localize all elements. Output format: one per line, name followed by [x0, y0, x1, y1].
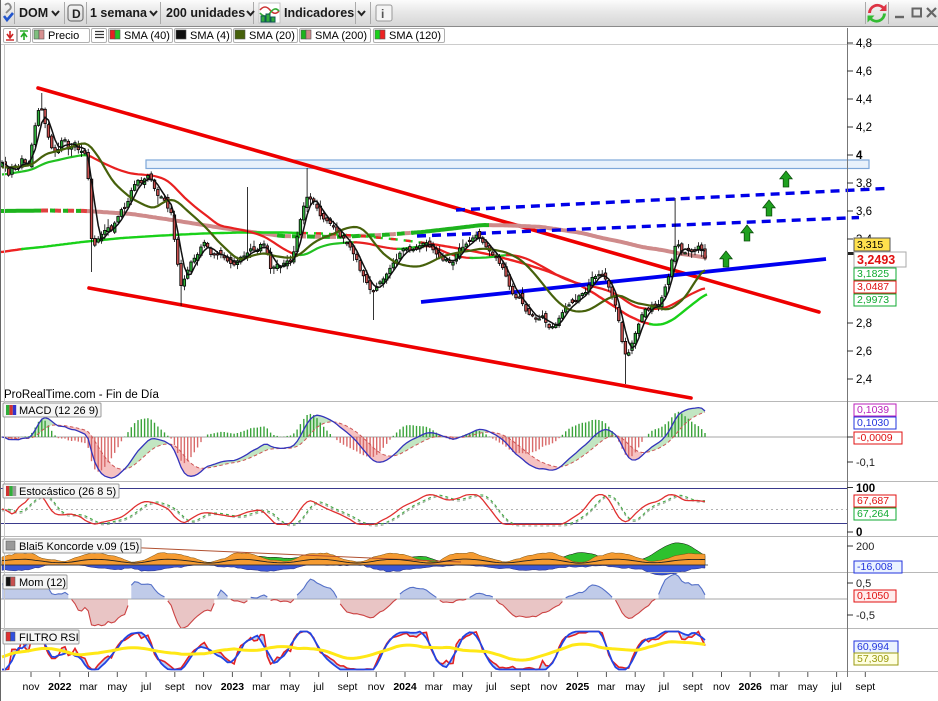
svg-text:3,8: 3,8	[856, 178, 872, 190]
svg-text:may: may	[798, 681, 819, 693]
svg-text:sept: sept	[683, 681, 703, 693]
svg-text:nov: nov	[23, 681, 41, 693]
svg-text:Mom (12): Mom (12)	[19, 577, 66, 589]
svg-text:may: may	[625, 681, 646, 693]
svg-text:57,309: 57,309	[857, 653, 889, 665]
svg-text:0,5: 0,5	[856, 578, 871, 590]
svg-text:mar: mar	[79, 681, 98, 693]
svg-text:2025: 2025	[566, 681, 590, 693]
svg-text:mar: mar	[770, 681, 789, 693]
svg-text:ProRealTime.com - Fin de Día: ProRealTime.com - Fin de Día	[4, 389, 159, 401]
svg-text:mar: mar	[252, 681, 271, 693]
svg-text:0,1050: 0,1050	[857, 590, 889, 602]
svg-text:-0,0009: -0,0009	[857, 432, 893, 444]
svg-text:mar: mar	[597, 681, 616, 693]
svg-text:67,264: 67,264	[857, 508, 889, 520]
svg-text:jul: jul	[140, 681, 152, 693]
svg-text:jul: jul	[658, 681, 670, 693]
svg-text:3,0487: 3,0487	[857, 281, 889, 293]
svg-text:nov: nov	[195, 681, 213, 693]
svg-text:0: 0	[856, 527, 862, 539]
svg-text:2022: 2022	[48, 681, 72, 693]
svg-text:-16,008: -16,008	[857, 561, 893, 573]
svg-text:60,994: 60,994	[857, 641, 889, 653]
svg-text:2,9973: 2,9973	[857, 294, 889, 306]
svg-text:jul: jul	[485, 681, 497, 693]
svg-text:3,2493: 3,2493	[857, 253, 895, 267]
svg-text:200: 200	[856, 541, 874, 553]
svg-text:may: may	[107, 681, 128, 693]
svg-text:i: i	[381, 7, 384, 21]
svg-text:MACD (12 26 9): MACD (12 26 9)	[19, 405, 98, 417]
svg-text:Estocástico (26 8 5): Estocástico (26 8 5)	[19, 486, 116, 498]
svg-text:2,4: 2,4	[856, 374, 873, 386]
svg-text:0,1039: 0,1039	[857, 404, 889, 416]
svg-text:nov: nov	[713, 681, 731, 693]
svg-text:100: 100	[856, 483, 875, 495]
svg-text:4: 4	[856, 150, 863, 162]
svg-text:nov: nov	[540, 681, 558, 693]
svg-text:jul: jul	[830, 681, 842, 693]
svg-text:2026: 2026	[739, 681, 763, 693]
svg-text:3,315: 3,315	[857, 239, 883, 251]
svg-text:-0,5: -0,5	[856, 610, 875, 622]
svg-text:nov: nov	[368, 681, 386, 693]
svg-text:sept: sept	[855, 681, 875, 693]
svg-text:2023: 2023	[221, 681, 245, 693]
svg-text:4,6: 4,6	[856, 66, 872, 78]
svg-text:may: may	[280, 681, 301, 693]
svg-text:2,6: 2,6	[856, 346, 872, 358]
svg-text:sept: sept	[338, 681, 358, 693]
svg-text:D: D	[72, 7, 81, 21]
svg-text:3,6: 3,6	[856, 206, 872, 218]
svg-text:-0,1: -0,1	[856, 457, 875, 469]
svg-text:4,2: 4,2	[856, 122, 872, 134]
svg-text:mar: mar	[425, 681, 444, 693]
svg-text:67,687: 67,687	[857, 495, 889, 507]
svg-text:sept: sept	[165, 681, 185, 693]
svg-text:FILTRO RSI: FILTRO RSI	[19, 632, 79, 644]
svg-text:4,8: 4,8	[856, 38, 872, 50]
svg-text:jul: jul	[312, 681, 324, 693]
svg-text:4,4: 4,4	[856, 94, 873, 106]
svg-text:0,1030: 0,1030	[857, 417, 889, 429]
svg-text:2024: 2024	[393, 681, 417, 693]
svg-text:2,8: 2,8	[856, 318, 872, 330]
svg-text:sept: sept	[510, 681, 530, 693]
svg-text:may: may	[453, 681, 474, 693]
svg-text:Blai5 Koncorde v.09 (15): Blai5 Koncorde v.09 (15)	[19, 541, 139, 553]
svg-text:3,1825: 3,1825	[857, 268, 889, 280]
